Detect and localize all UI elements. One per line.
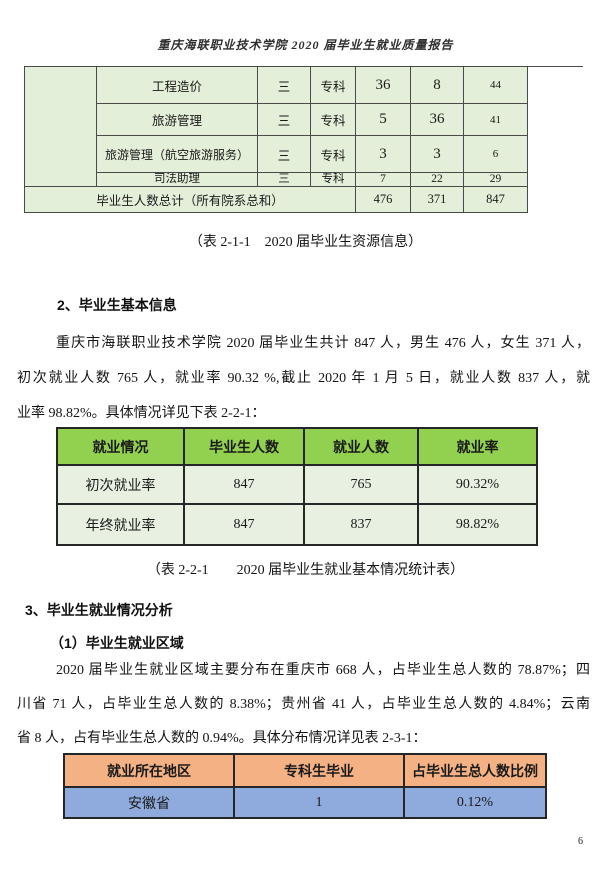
cell-female-count: 3 (410, 135, 464, 173)
employment-region-table: 就业所在地区 专科生毕业 占毕业生总人数比例 安徽省 1 0.12% (63, 753, 547, 819)
paragraph-basic-info: 重庆市海联职业技术学院 2020 届毕业生共计 847 人，男生 476 人，女… (17, 326, 590, 431)
table-row: 旅游管理（航空旅游服务） 三 专科 3 3 6 (25, 135, 528, 173)
header-percentage: 占毕业生总人数比例 (403, 753, 547, 788)
cell-duration: 三 (257, 135, 311, 173)
cell-total-count: 41 (463, 103, 528, 136)
graduate-resource-table: 工程造价 三 专科 36 8 44 旅游管理 三 专科 5 36 41 旅游管理… (24, 66, 528, 213)
cell-level: 专科 (310, 172, 356, 187)
table2-caption: （表 2-2-1 2020 届毕业生就业基本情况统计表） (146, 563, 465, 578)
cell-duration: 三 (257, 103, 311, 136)
table-top-border-extension (527, 66, 583, 67)
table-row: 司法助理 三 专科 7 22 29 (25, 172, 528, 187)
section-heading-basic-info: 2、毕业生基本信息 (57, 297, 177, 313)
paragraph-line: 2020 届毕业生就业区域主要分布在重庆市 668 人，占毕业生总人数的 78.… (56, 663, 590, 678)
table-header-row: 就业所在地区 专科生毕业 占毕业生总人数比例 (63, 753, 547, 788)
cell-employed: 765 (303, 464, 419, 505)
header-graduate-count: 毕业生人数 (183, 427, 305, 466)
cell-region: 安徽省 (63, 786, 235, 819)
cell-total-label: 毕业生人数总计（所有院系总和） (24, 186, 356, 213)
table-header-row: 就业情况 毕业生人数 就业人数 就业率 (56, 427, 538, 466)
cell-level: 专科 (310, 66, 356, 104)
cell-duration: 三 (257, 66, 311, 104)
subsection-heading-employment-region: （1）毕业生就业区域 (50, 635, 184, 651)
cell-rate: 90.32% (417, 464, 538, 505)
paragraph-line: 川省 71 人，占毕业生总人数的 8.38%；贵州省 41 人，占毕业生总人数的… (17, 697, 590, 712)
cell-status: 初次就业率 (56, 464, 185, 505)
cell-female-count: 36 (410, 103, 464, 136)
table-total-row: 毕业生人数总计（所有院系总和） 476 371 847 (24, 186, 528, 213)
paragraph-line: 重庆市海联职业技术学院 2020 届毕业生共计 847 人，男生 476 人，女… (56, 336, 590, 351)
cell-male-count: 5 (355, 103, 411, 136)
paragraph-employment-region: 2020 届毕业生就业区域主要分布在重庆市 668 人，占毕业生总人数的 78.… (17, 654, 590, 756)
cell-employed: 837 (303, 503, 419, 546)
table1-caption: （表 2-1-1 2020 届毕业生资源信息） (188, 235, 423, 250)
cell-major: 旅游管理（航空旅游服务） (96, 135, 258, 173)
cell-graduates: 847 (183, 464, 305, 505)
cell-male-count: 3 (355, 135, 411, 173)
cell-graduates: 847 (183, 503, 305, 546)
cell-level: 专科 (310, 103, 356, 136)
header-region: 就业所在地区 (63, 753, 235, 788)
cell-count: 1 (233, 786, 405, 819)
page-number: 6 (578, 836, 583, 847)
employment-summary-table: 就业情况 毕业生人数 就业人数 就业率 初次就业率 847 765 90.32%… (56, 427, 538, 546)
cell-female-total: 371 (410, 186, 464, 213)
table-row: 初次就业率 847 765 90.32% (56, 464, 538, 505)
cell-total-count: 6 (463, 135, 528, 173)
cell-total-count: 44 (463, 66, 528, 104)
cell-percentage: 0.12% (403, 786, 547, 819)
cell-major: 工程造价 (96, 66, 258, 104)
header-associate-graduates: 专科生毕业 (233, 753, 405, 788)
cell-major: 旅游管理 (96, 103, 258, 136)
cell-male-count: 36 (355, 66, 411, 104)
section-heading-employment-analysis: 3、毕业生就业情况分析 (25, 602, 173, 618)
table-row: 旅游管理 三 专科 5 36 41 (25, 103, 528, 136)
cell-department-empty (24, 66, 97, 187)
document-header-title: 重庆海联职业技术学院 2020 届毕业生就业质量报告 (157, 38, 454, 52)
cell-duration: 三 (257, 172, 311, 187)
header-employed-count: 就业人数 (303, 427, 419, 466)
cell-female-count: 8 (410, 66, 464, 104)
table-row: 安徽省 1 0.12% (63, 786, 547, 819)
paragraph-line: 初次就业人数 765 人，就业率 90.32 %,截止 2020 年 1 月 5… (17, 371, 590, 386)
cell-total-count: 29 (463, 172, 528, 187)
cell-grand-total: 847 (463, 186, 528, 213)
table-row: 工程造价 三 专科 36 8 44 (24, 66, 528, 187)
paragraph-line: 业率 98.82%。具体情况详见下表 2-2-1： (17, 406, 266, 421)
header-employment-status: 就业情况 (56, 427, 185, 466)
cell-male-total: 476 (355, 186, 411, 213)
header-employment-rate: 就业率 (417, 427, 538, 466)
cell-major: 司法助理 (96, 172, 258, 187)
cell-level: 专科 (310, 135, 356, 173)
paragraph-line: 省 8 人，占有毕业生总人数的 0.94%。具体分布情况详见表 2-3-1： (17, 731, 427, 746)
cell-male-count: 7 (355, 172, 411, 187)
table-row: 年终就业率 847 837 98.82% (56, 503, 538, 546)
cell-female-count: 22 (410, 172, 464, 187)
cell-rate: 98.82% (417, 503, 538, 546)
cell-status: 年终就业率 (56, 503, 185, 546)
